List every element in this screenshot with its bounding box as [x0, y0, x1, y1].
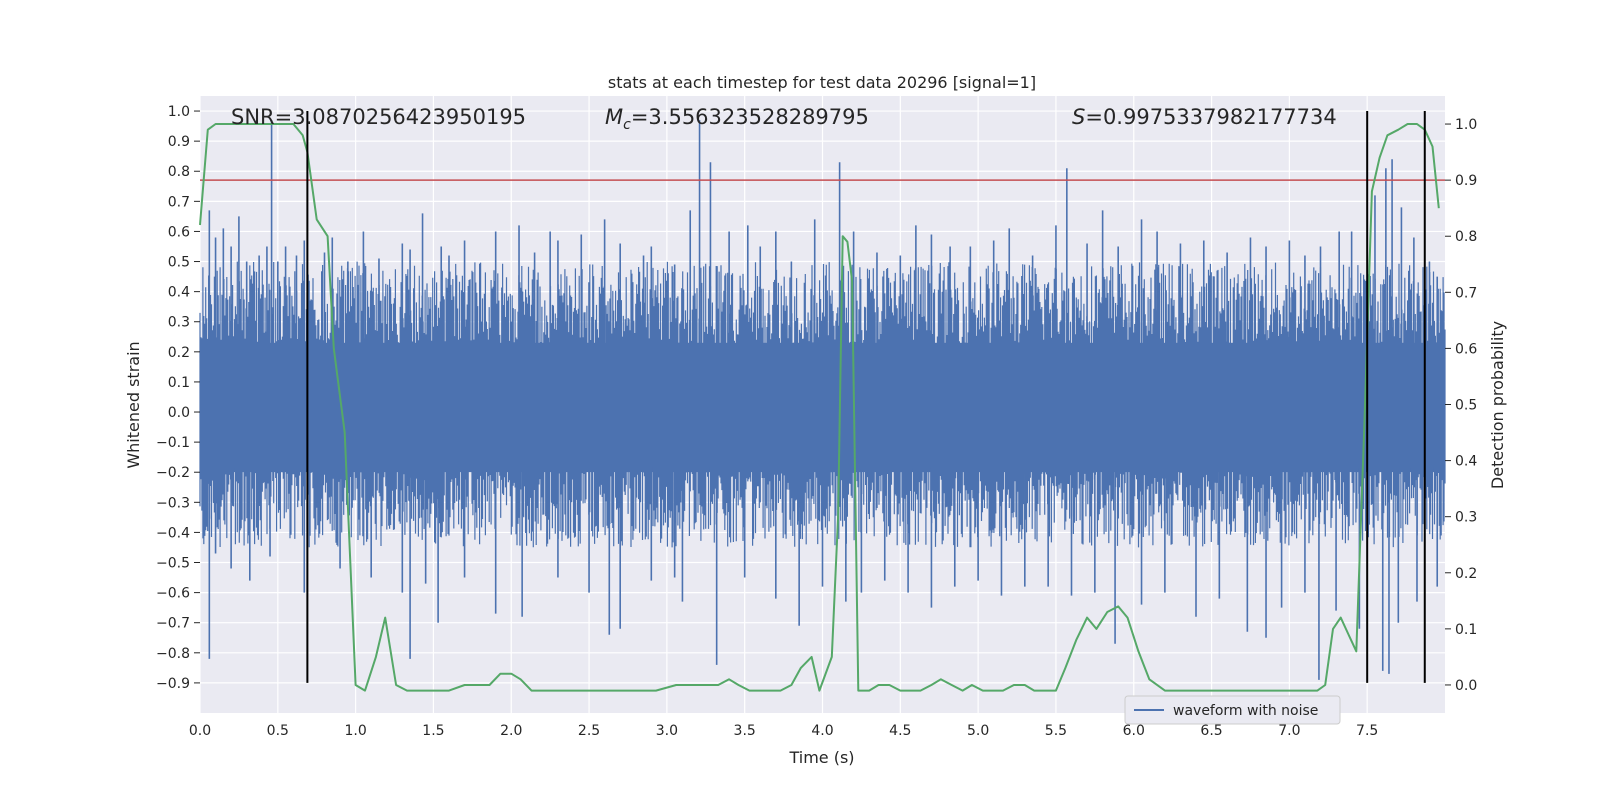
waveform-series [199, 120, 1446, 680]
detection-probability-series [199, 123, 1440, 692]
s-annotation: S=0.9975337982177734 [1072, 105, 1337, 129]
x-axis-label: Time (s) [788, 748, 854, 767]
x-tick-label: 0.0 [189, 723, 211, 739]
y-tick-label: 1.0 [168, 104, 190, 120]
waveform-upper-noise [199, 261, 1446, 412]
y-right-tick-label: 0.9 [1455, 173, 1477, 189]
y-axis-ticks: 1.0 0.9 0.8 0.7 0.6 0.5 0.4 0.3 0.2 0.1 0.0 −0.1 −0.… [156, 104, 200, 692]
x-axis-ticks: 0.0 0.5 1.0 1.5 2.0 2.5 3.0 3.5 4.0 4.5 5.0 5.5 6.0 6… [189, 723, 1378, 739]
y-tick-label: 0.2 [168, 345, 190, 361]
x-tick-label: 1.0 [344, 723, 366, 739]
y-right-tick-label: 0.5 [1455, 398, 1477, 414]
y-tick-label: −0.8 [156, 646, 190, 662]
x-tick-label: 3.0 [656, 723, 678, 739]
y-right-tick-label: 0.8 [1455, 229, 1477, 245]
x-tick-label: 4.0 [811, 723, 833, 739]
x-tick-label: 0.5 [267, 723, 289, 739]
y-right-tick-label: 0.6 [1455, 341, 1477, 357]
y-tick-label: −0.1 [156, 435, 190, 451]
y-right-tick-label: 0.1 [1455, 622, 1477, 638]
y-tick-label: 0.8 [168, 164, 190, 180]
x-tick-label: 5.5 [1045, 723, 1067, 739]
x-tick-label: 6.5 [1200, 723, 1222, 739]
detection-probability-line [199, 123, 1440, 692]
y-tick-label: 0.3 [168, 315, 190, 331]
y-right-tick-label: 0.7 [1455, 285, 1477, 301]
s-symbol: S [1072, 105, 1085, 129]
x-tick-label: 5.0 [967, 723, 989, 739]
mc-subscript: c [623, 117, 631, 133]
y-tick-label: 0.7 [168, 194, 190, 210]
y-right-tick-label: 1.0 [1455, 117, 1477, 133]
mc-value: =3.556323528289795 [631, 105, 869, 129]
y-right-tick-label: 0.0 [1455, 678, 1477, 694]
y-right-tick-label: 0.3 [1455, 510, 1477, 526]
y-right-tick-label: 0.2 [1455, 566, 1477, 582]
y-tick-label: −0.6 [156, 586, 190, 602]
y-right-axis-ticks: 1.0 0.9 0.8 0.7 0.6 0.5 0.4 0.3 0.2 0.1 0.0 [1445, 117, 1477, 694]
x-tick-label: 3.5 [734, 723, 756, 739]
y-right-axis-label: Detection probability [1488, 321, 1507, 489]
x-tick-label: 2.5 [578, 723, 600, 739]
x-tick-label: 7.0 [1278, 723, 1300, 739]
mc-annotation: Mc=3.556323528289795 [605, 105, 869, 133]
legend: waveform with noise [1124, 695, 1341, 725]
y-tick-label: −0.9 [156, 676, 190, 692]
x-tick-label: 6.0 [1123, 723, 1145, 739]
y-tick-label: −0.5 [156, 556, 190, 572]
x-tick-label: 7.5 [1356, 723, 1378, 739]
y-tick-label: 0.9 [168, 134, 190, 150]
y-axis-label: Whitened strain [124, 341, 143, 468]
vertical-markers [306, 111, 1426, 683]
y-tick-label: 0.5 [168, 255, 190, 271]
y-tick-label: 0.4 [168, 285, 190, 301]
x-tick-label: 1.5 [422, 723, 444, 739]
chart-title: stats at each timestep for test data 202… [608, 73, 1036, 92]
y-tick-label: 0.0 [168, 405, 190, 421]
y-tick-label: −0.3 [156, 495, 190, 511]
x-tick-label: 4.5 [889, 723, 911, 739]
y-tick-label: 0.6 [168, 224, 190, 240]
waveform-lower-noise [199, 412, 1446, 548]
y-right-tick-label: 0.4 [1455, 454, 1477, 470]
x-tick-label: 2.0 [500, 723, 522, 739]
y-tick-label: −0.4 [156, 525, 190, 541]
s-value: =0.9975337982177734 [1085, 105, 1336, 129]
legend-box [1124, 695, 1341, 725]
y-tick-label: −0.7 [156, 616, 190, 632]
y-tick-label: 0.1 [168, 375, 190, 391]
legend-label: waveform with noise [1173, 703, 1318, 719]
snr-annotation: SNR=3.0870256423950195 [231, 105, 526, 129]
mc-symbol: M [605, 105, 623, 129]
y-tick-label: −0.2 [156, 465, 190, 481]
